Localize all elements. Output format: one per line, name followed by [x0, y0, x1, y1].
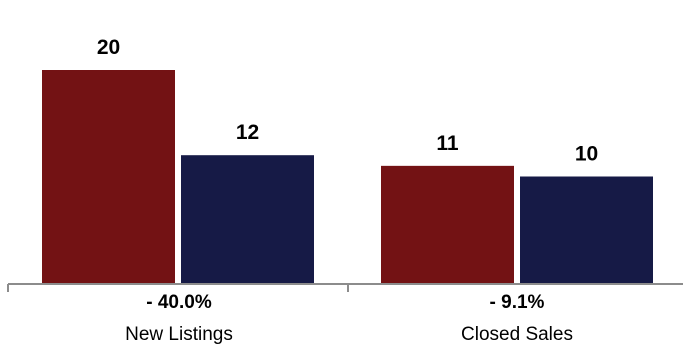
bar-closed-sales-series-2: [520, 176, 653, 283]
value-label-closed-sales-series-2: 10: [575, 143, 598, 166]
bar-new-listings-series-1: [42, 70, 175, 283]
bar-closed-sales-series-1: [381, 165, 514, 283]
bar-new-listings-series-2: [181, 155, 314, 283]
x-axis: [7, 283, 683, 292]
bars-layer: [42, 70, 653, 283]
value-labels-layer: 20 12 11 10: [97, 36, 598, 166]
value-label-new-listings-series-1: 20: [97, 36, 120, 59]
change-label-closed-sales: - 9.1%: [490, 292, 545, 313]
value-label-new-listings-series-2: 12: [236, 121, 259, 144]
change-label-new-listings: - 40.0%: [146, 292, 212, 313]
category-label-closed-sales: Closed Sales: [461, 324, 573, 345]
category-label-new-listings: New Listings: [125, 324, 233, 345]
value-label-closed-sales-series-1: 11: [436, 132, 459, 155]
category-labels-layer: - 40.0% New Listings - 9.1% Closed Sales: [125, 292, 573, 345]
